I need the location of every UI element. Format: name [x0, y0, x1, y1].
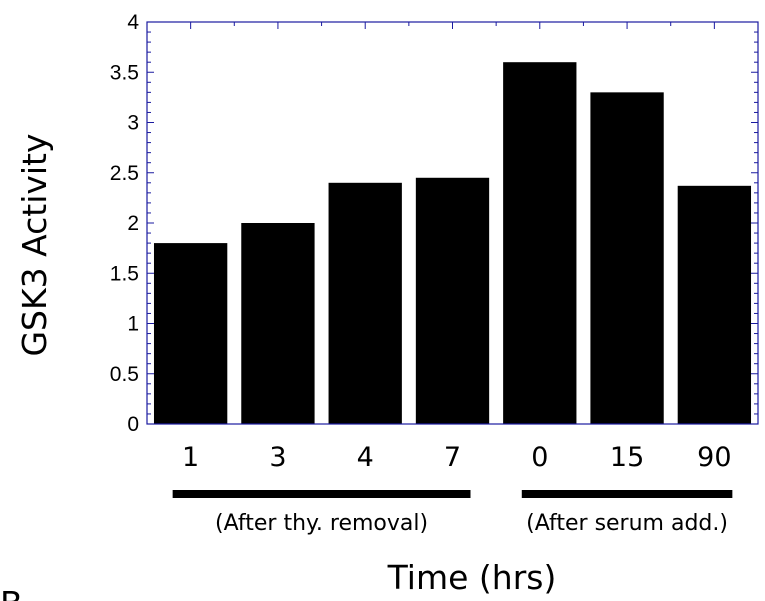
y-tick-label: 3.5 — [110, 61, 139, 84]
bar-3 — [241, 223, 315, 424]
bar-15 — [590, 92, 664, 424]
y-tick-label: 4 — [127, 11, 139, 34]
x-tick-label: 15 — [610, 442, 644, 473]
x-tick-label: 90 — [697, 442, 731, 473]
x-tick-label: 3 — [269, 442, 286, 473]
y-axis-title: GSK3 Activity — [15, 133, 54, 356]
ticks-group — [146, 21, 759, 425]
labels-group: 0 0.5 1 1.5 2 2.5 3 3.5 4 1 3 4 7 0 15 90 (After thy. re… — [110, 11, 733, 536]
y-tick-label: 1.5 — [110, 262, 139, 285]
x-tick-label: 4 — [357, 442, 374, 473]
group-label-1: (After thy. removal) — [215, 511, 428, 536]
group-bar-2 — [521, 490, 733, 498]
x-tick-label: 7 — [444, 442, 461, 473]
x-axis-title: Time (hrs) — [387, 558, 557, 597]
bar-90 — [677, 185, 752, 424]
y-tick-label: 0.5 — [110, 363, 139, 386]
group-label-2: (After serum add.) — [526, 511, 728, 536]
group-bar-1 — [172, 490, 471, 498]
bar-4 — [328, 182, 402, 424]
bars-group — [153, 62, 752, 424]
y-tick-label: 2 — [127, 212, 139, 235]
y-tick-label: 2.5 — [110, 162, 139, 185]
y-tick-label: 1 — [127, 313, 139, 336]
x-tick-label: 0 — [531, 442, 548, 473]
bar-0 — [503, 62, 577, 424]
x-tick-label: 1 — [182, 442, 199, 473]
panel-letter: B — [0, 584, 23, 601]
y-tick-label: 3 — [127, 112, 139, 135]
y-tick-label: 0 — [127, 413, 139, 436]
bar-7 — [415, 177, 490, 424]
bar-1 — [153, 243, 228, 424]
